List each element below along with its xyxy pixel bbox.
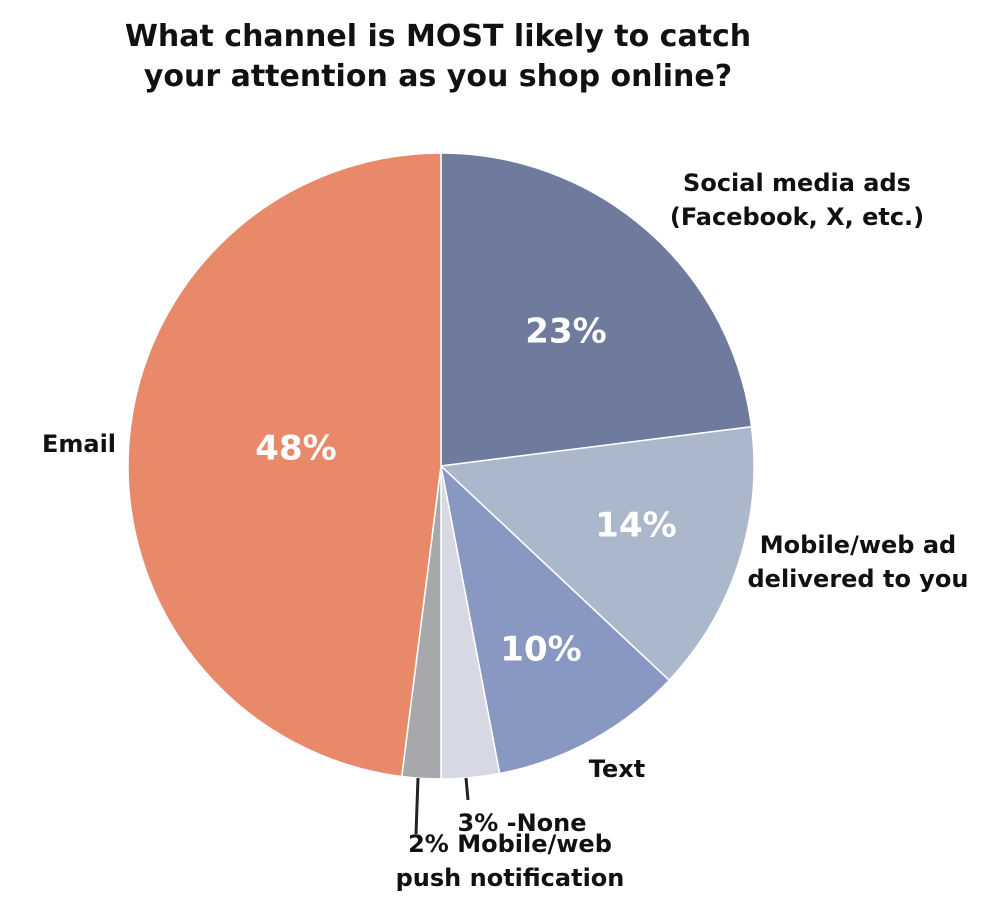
pie-slices — [127, 152, 755, 780]
category-label-2-mobile-web-push-notification-line-2: push notification — [396, 864, 625, 892]
leader-line-3-none — [464, 777, 470, 801]
leader-lines — [414, 777, 470, 835]
percent-label-text: 10% — [500, 630, 581, 670]
category-label-3-none-line-1: 3% -None — [458, 809, 587, 837]
category-label-text-line-1: Text — [589, 755, 645, 783]
category-label-email-line-1: Email — [42, 430, 116, 458]
slice-email — [127, 152, 442, 778]
percent-label-social-media-ads-facebook-x-etc: 23% — [525, 312, 606, 352]
percent-label-email: 48% — [255, 429, 336, 469]
category-label-mobile-web-ad-delivered-to-you-line-2: delivered to you — [747, 565, 968, 593]
slice-social-media-ads-facebook-x-etc — [440, 152, 753, 467]
slice-text — [439, 463, 671, 775]
chart-title-line-1: What channel is MOST likely to catch — [125, 19, 751, 54]
slice-mobile-web-ad-delivered-to-you — [439, 425, 755, 682]
category-label-social-media-ads-facebook-x-etc-line-2: (Facebook, X, etc.) — [670, 203, 924, 231]
leader-line-2-mobile-web-push-notification — [414, 777, 420, 835]
category-label-2-mobile-web-push-notification-line-1: 2% Mobile/web — [408, 830, 612, 858]
category-label-social-media-ads-facebook-x-etc-line-1: Social media ads — [683, 169, 911, 197]
category-labels: Social media ads (Facebook, X, etc.) Mobil… — [42, 169, 969, 892]
percent-labels: 23% 14% 10% 48% — [255, 312, 676, 670]
percent-label-mobile-web-ad-delivered-to-you: 14% — [595, 506, 676, 546]
chart-title-line-2: your attention as you shop online? — [144, 59, 732, 94]
category-label-mobile-web-ad-delivered-to-you-line-1: Mobile/web ad — [760, 531, 956, 559]
